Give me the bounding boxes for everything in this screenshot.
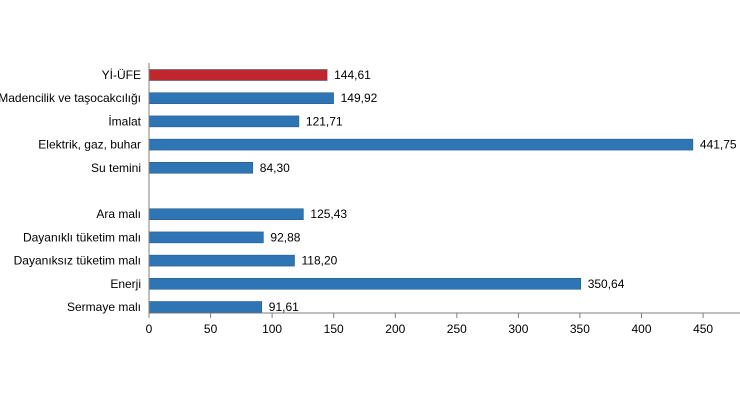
bar-7 [148, 231, 264, 244]
value-label-6: 125,43 [310, 207, 347, 221]
value-label-4: 84,30 [260, 161, 290, 175]
value-label-0: 144,61 [334, 68, 371, 82]
bar-9 [148, 278, 581, 290]
category-label-1: Madencilik ve taşocakcılığı [0, 91, 141, 105]
value-label-10: 91,61 [269, 300, 299, 314]
x-axis: 0 50 100 150 200 250 300 350 400 450 [146, 63, 740, 336]
x-tick-label-5: 250 [447, 322, 467, 336]
x-tick-label-1: 50 [204, 322, 218, 336]
bar-8 [148, 254, 295, 267]
category-labels: Yİ-ÜFE Madencilik ve taşocakcılığı İmalat E… [0, 68, 142, 314]
category-label-7: Dayanıklı tüketim malı [23, 230, 141, 244]
x-tick-label-0: 0 [146, 322, 153, 336]
category-label-9: Enerji [110, 277, 141, 291]
bar-3 [148, 138, 694, 151]
bar-0 [148, 69, 328, 81]
bar-6 [148, 208, 304, 220]
bar-4 [148, 162, 254, 174]
x-tick-label-2: 100 [262, 322, 282, 336]
value-labels: 144,61 149,92 121,71 441,75 84,30 125,43 92,88… [260, 68, 737, 314]
value-label-8: 118,20 [302, 254, 338, 268]
value-label-1: 149,92 [341, 91, 378, 105]
category-label-8: Dayanıksız tüketim malı [14, 254, 141, 268]
category-label-6: Ara malı [96, 207, 141, 221]
bar-10 [148, 301, 263, 313]
x-tick-label-8: 400 [631, 322, 651, 336]
bar-1 [148, 92, 334, 104]
value-label-2: 121,71 [306, 114, 343, 128]
category-label-4: Su temini [91, 161, 141, 175]
x-tick-label-3: 150 [324, 322, 344, 336]
value-label-7: 92,88 [270, 230, 300, 244]
x-tick-label-9: 450 [693, 322, 713, 336]
x-tick-label-4: 200 [385, 322, 405, 336]
x-tick-label-7: 350 [570, 322, 590, 336]
bar-2 [148, 115, 300, 128]
value-label-3: 441,75 [700, 138, 737, 152]
category-label-2: İmalat [108, 114, 141, 128]
category-label-10: Sermaye malı [67, 300, 141, 314]
category-label-0: Yİ-ÜFE [102, 68, 141, 82]
value-label-9: 350,64 [588, 277, 625, 291]
category-label-3: Elektrik, gaz, buhar [38, 138, 141, 152]
x-tick-label-6: 300 [508, 322, 528, 336]
